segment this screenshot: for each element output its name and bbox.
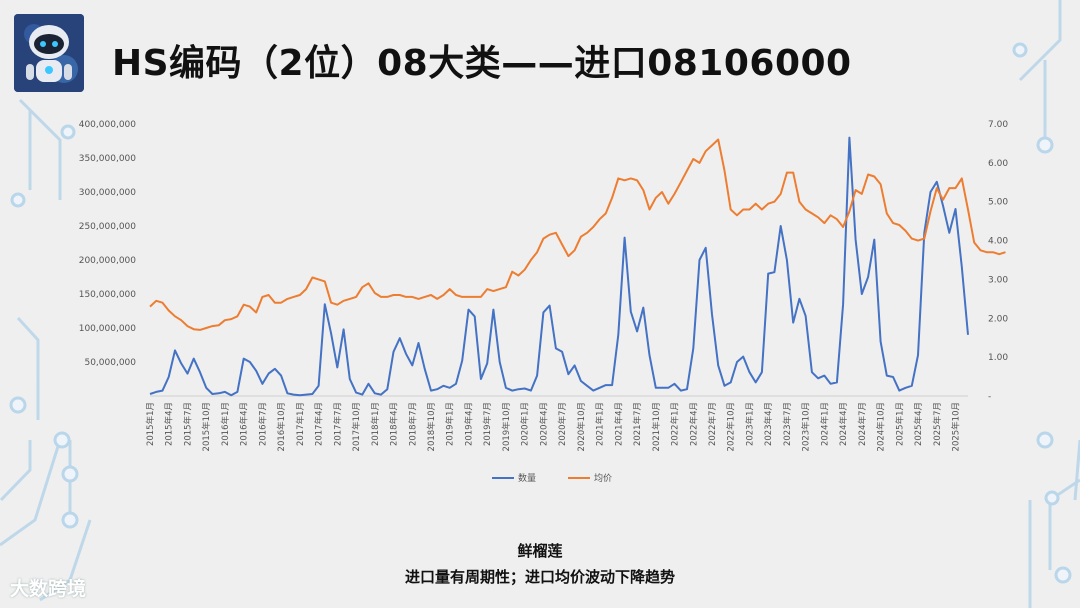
x-tick-label: 2015年7月 [182,402,193,446]
x-tick-label: 2024年4月 [838,402,849,446]
right-axis-ticks: - 1.00 2.00 3.00 4.00 5.00 6.00 7.00 [988,120,1008,402]
trend-caption: 进口量有周期性；进口均价波动下降趋势 [404,568,675,586]
x-tick-label: 2020年10月 [576,402,587,451]
left-axis-ticks: 50,000,000 100,000,000 150,000,000 200,000,… [79,120,137,368]
x-tick-label: 2019年4月 [463,402,474,446]
left-tick-label: 200,000,000 [79,256,137,266]
x-tick-label: 2018年10月 [426,402,437,451]
x-tick-label: 2016年4月 [239,402,250,446]
legend-label: 均价 [594,472,612,484]
left-tick-label: 150,000,000 [79,290,137,300]
x-tick-label: 2018年4月 [389,402,400,446]
x-tick-label: 2023年1月 [744,402,755,446]
left-tick-label: 400,000,000 [79,120,137,130]
x-tick-label: 2017年1月 [295,402,306,446]
x-tick-label: 2021年1月 [595,402,606,446]
line-chart: 50,000,000 100,000,000 150,000,000 200,000,… [79,120,1009,484]
x-tick-label: 2019年1月 [445,402,456,446]
x-tick-label: 2025年1月 [894,402,905,446]
right-tick-label: 1.00 [988,353,1008,363]
series-line-price [149,138,1006,331]
right-tick-label: 6.00 [988,159,1008,169]
left-tick-label: 250,000,000 [79,222,137,232]
x-tick-label: 2024年1月 [819,402,830,446]
x-tick-label: 2016年10月 [276,402,287,451]
x-tick-label: 2025年4月 [913,402,924,446]
robot-logo [14,14,84,92]
x-tick-label: 2020年1月 [520,402,531,446]
x-tick-label: 2022年7月 [707,402,718,446]
x-tick-label: 2024年10月 [876,402,887,451]
series-line-quantity [149,136,969,397]
x-tick-label: 2015年10月 [201,402,212,451]
x-tick-label: 2020年4月 [538,402,549,446]
x-tick-label: 2019年7月 [482,402,493,446]
x-tick-label: 2023年10月 [801,402,812,451]
x-tick-label: 2023年4月 [763,402,774,446]
x-tick-label: 2018年1月 [370,402,381,446]
x-tick-label: 2025年10月 [951,402,962,451]
x-tick-label: 2021年10月 [651,402,662,451]
x-axis-ticks: 2015年1月 2015年4月 2015年7月 2015年10月 2016年1月 2016… [145,402,962,451]
legend-label: 数量 [518,472,536,484]
left-tick-label: 350,000,000 [79,154,137,164]
x-tick-label: 2021年4月 [613,402,624,446]
right-tick-label: - [988,392,991,402]
x-tick-label: 2020年7月 [557,402,568,446]
x-tick-label: 2015年4月 [164,402,175,446]
x-tick-label: 2022年4月 [688,402,699,446]
x-tick-label: 2016年7月 [257,402,268,446]
chart-legend: 数量 均价 [492,472,612,484]
x-tick-label: 2017年7月 [332,402,343,446]
series-group [149,136,1006,397]
x-tick-label: 2017年10月 [351,402,362,451]
x-tick-label: 2022年10月 [726,402,737,451]
x-tick-label: 2017年4月 [314,402,325,446]
left-tick-label: 100,000,000 [79,324,137,334]
right-tick-label: 2.00 [988,314,1008,324]
right-tick-label: 7.00 [988,120,1008,130]
right-tick-label: 5.00 [988,198,1008,208]
x-tick-label: 2022年1月 [670,402,681,446]
x-tick-label: 2016年1月 [220,402,231,446]
left-tick-label: 300,000,000 [79,188,137,198]
right-tick-label: 4.00 [988,237,1008,247]
x-tick-label: 2018年7月 [407,402,418,446]
x-tick-label: 2023年7月 [782,402,793,446]
x-tick-label: 2024年7月 [857,402,868,446]
left-tick-label: 50,000,000 [84,358,136,368]
right-tick-label: 3.00 [988,275,1008,285]
watermark: 大数跨境 [10,578,87,600]
x-tick-label: 2025年7月 [932,402,943,446]
product-caption: 鲜榴莲 [517,542,563,560]
x-tick-label: 2015年1月 [145,402,156,446]
page-title: HS编码（2位）08大类——进口08106000 [112,43,852,84]
x-tick-label: 2021年7月 [632,402,643,446]
x-tick-label: 2019年10月 [501,402,512,451]
